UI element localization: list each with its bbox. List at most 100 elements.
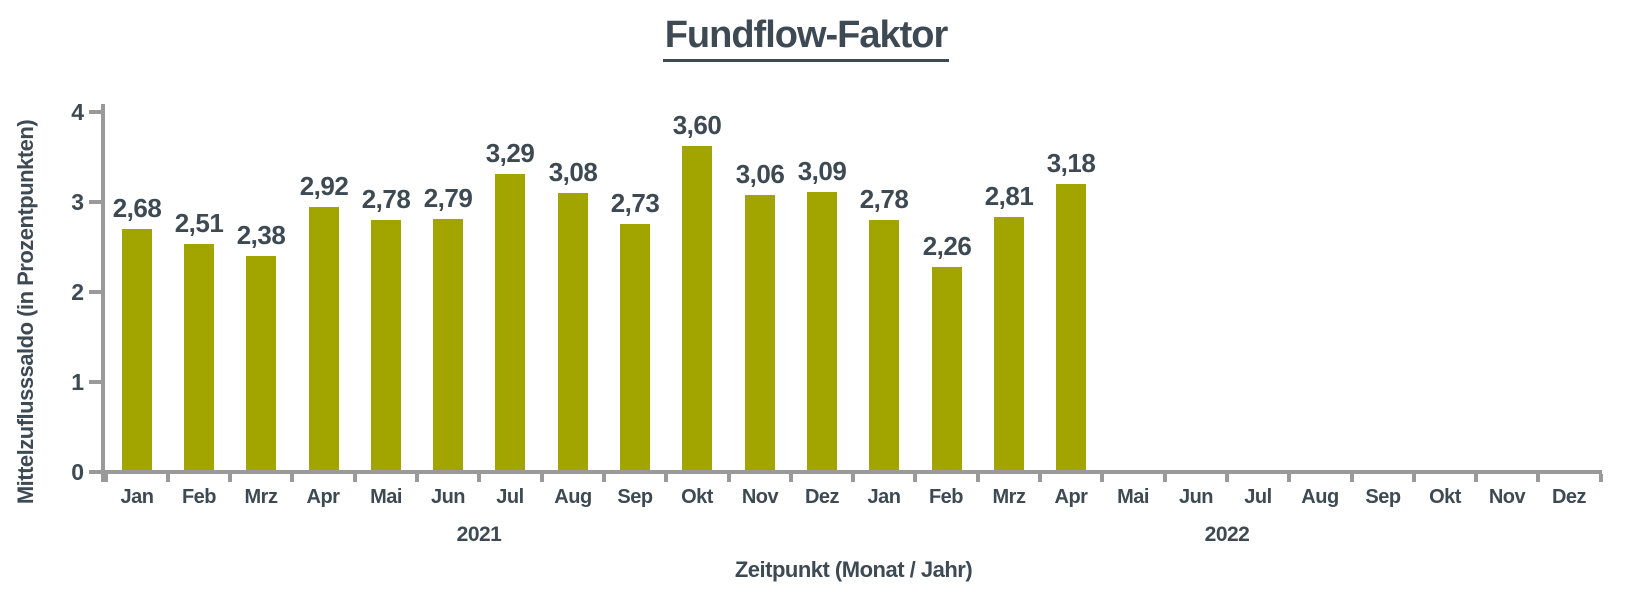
x-tick	[851, 474, 855, 482]
bar	[558, 193, 588, 470]
x-axis-title: Zeitpunkt (Monat / Jahr)	[734, 557, 973, 582]
month-label: Okt	[681, 486, 713, 508]
chart-title-wrap: Fundflow-Faktor	[0, 14, 1612, 62]
month-label: Sep	[617, 486, 653, 508]
x-tick	[1350, 474, 1354, 482]
bar	[745, 195, 775, 470]
y-tick	[89, 290, 101, 294]
bar-value-label: 2,26	[922, 231, 972, 261]
x-tick	[1225, 474, 1229, 482]
month-label: Aug	[1301, 486, 1339, 508]
chart-title: Fundflow-Faktor	[662, 14, 950, 62]
month-label: Mrz	[244, 486, 278, 508]
bar	[932, 267, 962, 470]
y-tick	[89, 200, 101, 204]
x-tick	[1287, 474, 1291, 482]
bar-value-label: 3,06	[735, 159, 785, 189]
x-tick	[602, 474, 606, 482]
bar-value-label: 2,78	[859, 184, 909, 214]
month-label: Jan	[867, 486, 901, 508]
x-tick	[228, 474, 232, 482]
x-tick	[353, 474, 357, 482]
y-tick	[89, 380, 101, 384]
bar-value-label: 3,29	[485, 138, 535, 168]
year-label: 2022	[1204, 523, 1250, 546]
month-label: Jun	[1178, 486, 1214, 508]
bar-value-label: 2,68	[112, 193, 162, 223]
x-tick	[789, 474, 793, 482]
month-label: Dez	[804, 486, 840, 508]
bar	[246, 256, 276, 470]
bar	[620, 224, 650, 470]
y-tick-label: 2	[71, 279, 84, 305]
month-label: Feb	[181, 486, 217, 508]
month-label: Nov	[741, 486, 779, 508]
x-tick	[1412, 474, 1416, 482]
y-axis-line	[101, 104, 105, 482]
x-tick	[913, 474, 917, 482]
month-label: Okt	[1429, 486, 1461, 508]
y-axis-title: Mittelzuflusssaldo (in Prozentpunkten)	[13, 119, 38, 505]
bar-value-label: 2,92	[299, 171, 349, 201]
bar-value-label: 2,79	[423, 183, 473, 213]
bar	[371, 220, 401, 470]
month-label: Nov	[1488, 486, 1526, 508]
bar	[1056, 184, 1086, 470]
month-label: Apr	[306, 486, 340, 508]
month-label: Apr	[1054, 486, 1088, 508]
bar	[869, 220, 899, 470]
bar-value-label: 2,78	[361, 184, 411, 214]
month-label: Jul	[1244, 486, 1272, 508]
y-tick	[89, 110, 101, 114]
x-tick	[477, 474, 481, 482]
bar-value-label: 3,60	[672, 110, 722, 140]
x-tick	[1163, 474, 1167, 482]
bar	[994, 217, 1024, 470]
x-tick	[1474, 474, 1478, 482]
x-tick	[1038, 474, 1042, 482]
y-tick-label: 1	[71, 369, 84, 395]
month-label: Jan	[120, 486, 154, 508]
month-label: Mai	[1117, 486, 1149, 508]
bar-value-label: 2,81	[984, 181, 1034, 211]
bar-value-label: 3,09	[797, 156, 847, 186]
bar-value-label: 3,08	[548, 157, 598, 187]
x-tick	[1536, 474, 1540, 482]
month-label: Aug	[554, 486, 592, 508]
month-label: Sep	[1365, 486, 1401, 508]
month-label: Jul	[496, 486, 524, 508]
x-tick	[1599, 474, 1603, 482]
x-tick	[540, 474, 544, 482]
bar-value-label: 2,38	[236, 220, 286, 250]
x-tick	[664, 474, 668, 482]
year-label: 2021	[456, 523, 502, 546]
x-tick	[104, 474, 108, 482]
x-tick	[290, 474, 294, 482]
x-tick	[1100, 474, 1104, 482]
x-tick	[166, 474, 170, 482]
month-label: Feb	[928, 486, 964, 508]
bar	[807, 192, 837, 470]
month-label: Mai	[370, 486, 402, 508]
month-label: Dez	[1551, 486, 1587, 508]
bar-value-label: 2,73	[610, 188, 660, 218]
bar-value-label: 3,18	[1046, 148, 1096, 178]
y-tick-label: 3	[71, 189, 84, 215]
y-tick	[89, 470, 101, 474]
bar	[433, 219, 463, 470]
bar	[495, 174, 525, 470]
bar	[309, 207, 339, 470]
y-tick-label: 0	[71, 459, 84, 485]
bar	[122, 229, 152, 470]
x-tick	[727, 474, 731, 482]
y-tick-label: 4	[71, 99, 84, 125]
x-tick	[415, 474, 419, 482]
month-label: Jun	[430, 486, 466, 508]
bar	[184, 244, 214, 470]
x-axis-line	[101, 470, 1602, 474]
bar-value-label: 2,51	[174, 208, 224, 238]
bar	[682, 146, 712, 470]
month-label: Mrz	[992, 486, 1026, 508]
x-tick	[976, 474, 980, 482]
